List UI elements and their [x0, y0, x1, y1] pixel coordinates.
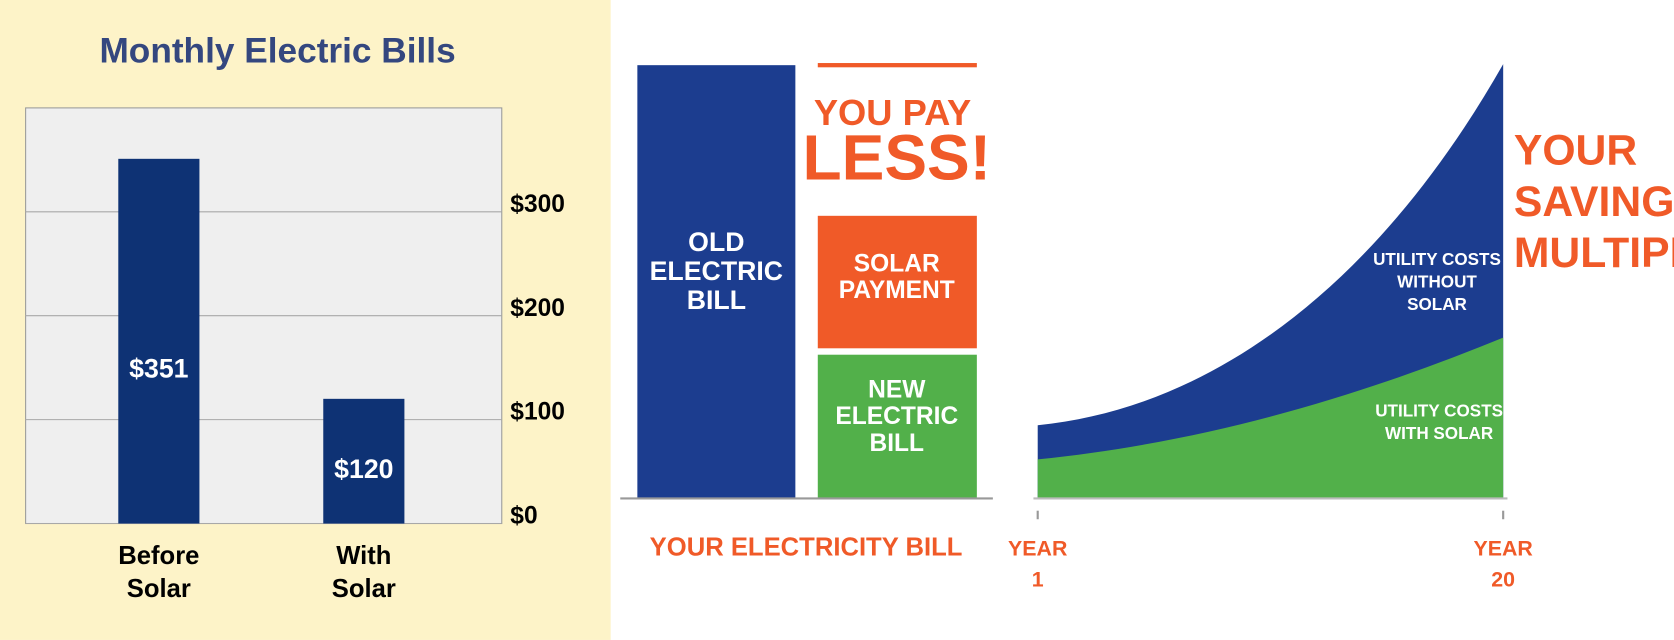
y-tick-label: $100	[510, 399, 565, 426]
y-tick-label: $0	[510, 503, 537, 530]
old-bill-block	[637, 65, 796, 498]
y-tick-label: $300	[510, 191, 565, 218]
new-bill-label: NEW ELECTRIC BILL	[835, 375, 959, 456]
chart-title: Monthly Electric Bills	[99, 32, 455, 71]
headline: YOU PAY	[813, 92, 972, 134]
x-tick-label: Before Solar	[118, 541, 200, 604]
x-label: YEAR 1	[1008, 537, 1068, 592]
headline: LESS!	[802, 121, 992, 194]
old-bill-label: OLD ELECTRIC BILL	[649, 227, 784, 316]
y-tick-label: $200	[510, 295, 565, 322]
x-tick-label: With Solar	[331, 541, 396, 604]
bar	[323, 398, 405, 524]
without-solar-label: UTILITY COSTS WITHOUT SOLAR	[1373, 251, 1501, 314]
x-label: YEAR 20	[1473, 537, 1533, 592]
value-label: $120	[334, 454, 393, 484]
solar-payment-block	[817, 215, 977, 349]
rule	[817, 63, 977, 68]
savings-headline: YOUR SAVINGS MULTIPLY	[1513, 127, 1674, 277]
cost-with-solar-area	[1037, 337, 1504, 498]
value-label: $351	[129, 353, 189, 383]
solar-payment-label: SOLAR PAYMENT	[838, 248, 955, 304]
caption: YOUR ELECTRICITY BILL	[649, 533, 963, 562]
bar	[118, 158, 200, 524]
with-solar-label: UTILITY COSTS WITH SOLAR	[1375, 402, 1504, 444]
new-bill-block	[817, 354, 977, 498]
